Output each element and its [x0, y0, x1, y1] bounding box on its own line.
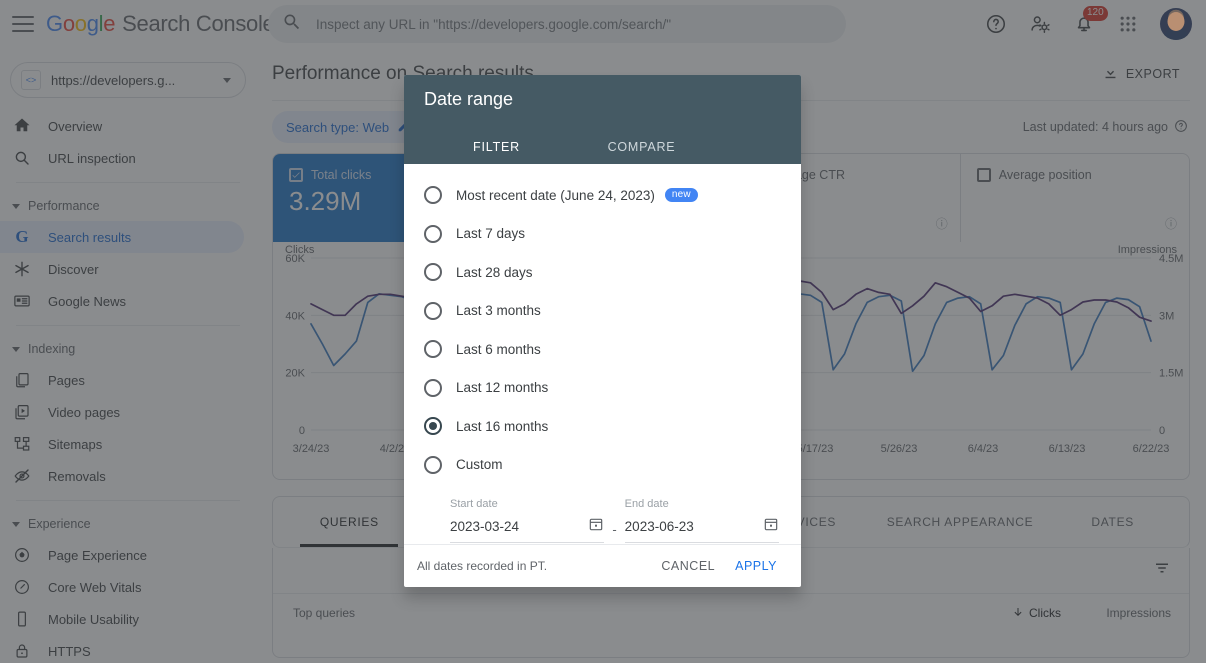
dialog-tab-compare[interactable]: COMPARE — [569, 126, 714, 168]
dialog-tab-filter[interactable]: FILTER — [424, 126, 569, 168]
new-badge: new — [664, 188, 698, 203]
calendar-icon[interactable] — [588, 516, 604, 537]
dialog-header: Date range FILTER COMPARE — [404, 75, 801, 168]
apply-button[interactable]: APPLY — [725, 552, 787, 580]
option-label: Last 7 days — [456, 226, 526, 242]
option-last-16-months[interactable]: Last 16 months — [404, 407, 801, 446]
radio-icon-selected[interactable] — [424, 417, 442, 436]
option-label: Last 3 months — [456, 303, 541, 319]
option-last-28-days[interactable]: Last 28 days — [404, 253, 801, 292]
calendar-icon[interactable] — [763, 516, 779, 537]
option-last-3-months[interactable]: Last 3 months — [404, 292, 801, 331]
cancel-button[interactable]: CANCEL — [651, 552, 725, 580]
dialog-title: Date range — [424, 89, 514, 109]
start-date-input-line — [450, 516, 605, 543]
end-date-field: End date — [624, 498, 779, 543]
option-most-recent-date[interactable]: Most recent date (June 24, 2023) new — [404, 176, 801, 215]
option-label: Last 28 days — [456, 264, 533, 280]
option-label: Most recent date (June 24, 2023) — [456, 187, 655, 203]
start-date-field: Start date — [450, 498, 605, 543]
dialog-footnote: All dates recorded in PT. — [417, 559, 548, 573]
option-custom[interactable]: Custom — [404, 446, 801, 485]
radio-icon[interactable] — [424, 224, 442, 243]
end-date-caption: End date — [624, 498, 669, 510]
radio-icon[interactable] — [424, 455, 442, 474]
option-label: Custom — [456, 457, 503, 473]
radio-icon[interactable] — [424, 186, 442, 205]
option-label: Last 16 months — [456, 418, 549, 434]
option-last-6-months[interactable]: Last 6 months — [404, 330, 801, 369]
start-date-input[interactable] — [450, 519, 589, 534]
radio-icon[interactable] — [424, 340, 442, 359]
option-label: Last 12 months — [456, 380, 549, 396]
date-range-dialog: Date range FILTER COMPARE Most recent da… — [404, 75, 801, 587]
dialog-tab-label: FILTER — [473, 140, 520, 154]
dialog-footer: All dates recorded in PT. CANCEL APPLY — [404, 544, 801, 587]
start-date-caption: Start date — [450, 498, 498, 510]
dialog-body: Most recent date (June 24, 2023) new Las… — [404, 164, 801, 544]
end-date-input[interactable] — [624, 519, 763, 534]
date-separator: - — [612, 522, 617, 537]
option-last-12-months[interactable]: Last 12 months — [404, 369, 801, 408]
option-label: Last 6 months — [456, 341, 541, 357]
option-last-7-days[interactable]: Last 7 days — [404, 215, 801, 254]
radio-icon[interactable] — [424, 378, 442, 397]
radio-icon[interactable] — [424, 301, 442, 320]
custom-date-fields: Start date - End date — [404, 484, 801, 543]
dialog-tabs: FILTER COMPARE — [424, 126, 781, 168]
dialog-tab-label: COMPARE — [607, 140, 676, 154]
end-date-input-line — [624, 516, 779, 543]
radio-icon[interactable] — [424, 263, 442, 282]
